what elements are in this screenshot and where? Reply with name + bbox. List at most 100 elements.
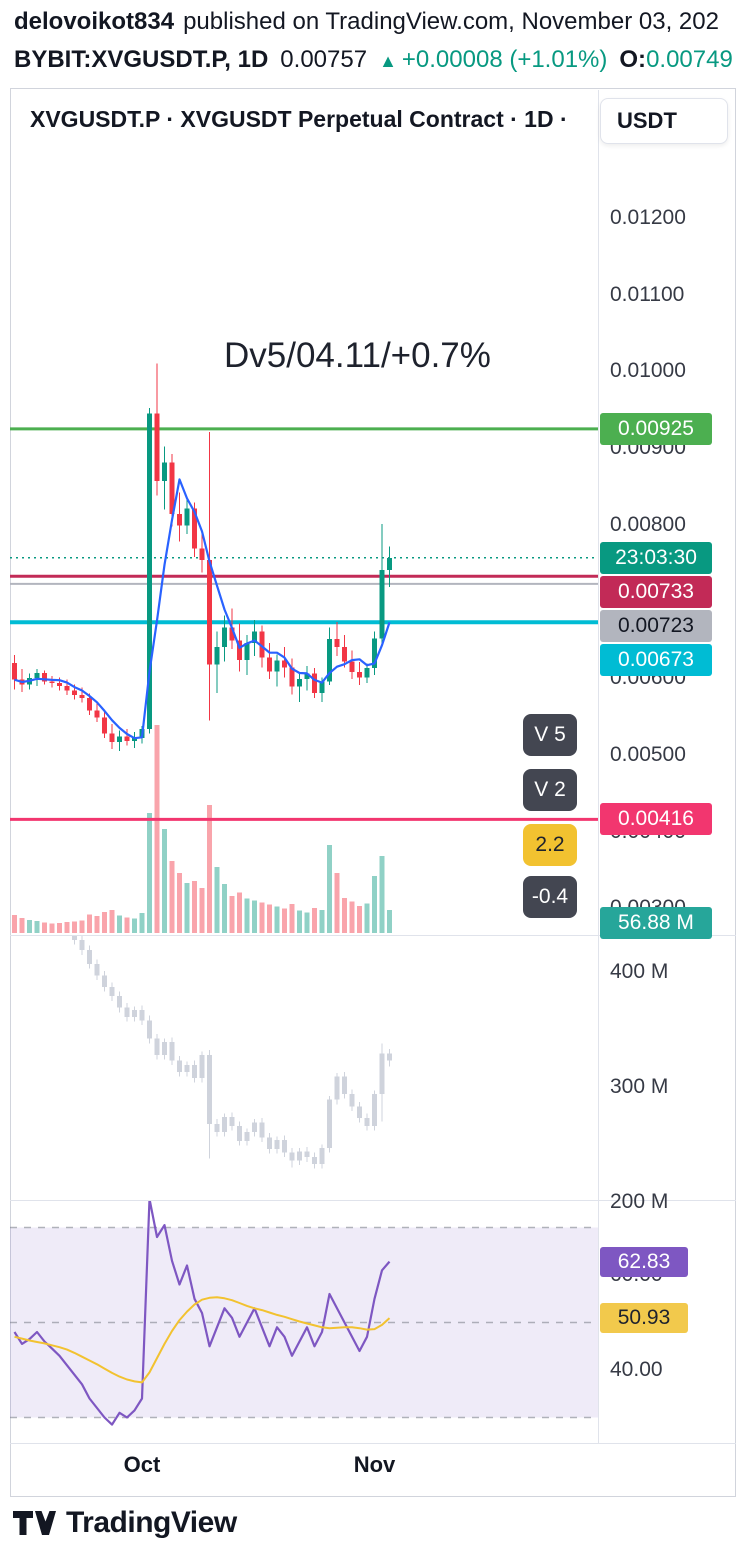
oi-candle-body [222, 1116, 227, 1132]
candle-body [94, 710, 100, 718]
oi-candle-body [237, 1126, 242, 1142]
volume-bar [319, 910, 325, 933]
volume-bar [42, 922, 47, 933]
oi-axis-label: 400 M [610, 960, 669, 983]
candle-body [49, 681, 55, 683]
candle-body [304, 673, 310, 679]
candle-body [327, 639, 332, 682]
oi-candle-body [282, 1139, 287, 1153]
open-value: 0.00749 [646, 46, 733, 73]
oi-axis-label: 200 M [610, 1190, 669, 1213]
oi-axis-label: 300 M [610, 1075, 669, 1098]
chart-frame [10, 88, 736, 1497]
oi-candle-body [132, 1009, 137, 1017]
up-arrow-icon: ▲ [379, 51, 397, 71]
oi-candle-body [252, 1122, 257, 1132]
volume-bar [229, 896, 235, 933]
oi-candle-body [349, 1093, 355, 1107]
volume-bar [79, 920, 85, 933]
volume-bar [177, 873, 182, 933]
username: delovoikot834 [14, 8, 175, 35]
oi-candle-body [372, 1093, 377, 1127]
price-level-badge-0.00925: 0.00925 [600, 412, 712, 445]
oi-candle-body [87, 950, 92, 964]
pane-separator[interactable] [10, 1200, 736, 1201]
oi-candle-body [124, 1007, 130, 1017]
candle-body [132, 738, 137, 742]
volume-bar [342, 897, 347, 933]
volume-bar [207, 805, 212, 933]
open-group: O: 0.00749 [619, 46, 732, 74]
candle-body [177, 514, 182, 526]
volume-bar [334, 873, 340, 933]
currency-button[interactable]: USDT [600, 98, 728, 144]
candle-body [154, 413, 160, 482]
candle-body [282, 660, 287, 668]
oi-candle-body [297, 1151, 302, 1161]
volume-bar [327, 845, 332, 933]
time-axis-label-Nov: Nov [353, 1452, 396, 1477]
oi-candle-body [139, 1009, 145, 1021]
oi-candle-body [342, 1076, 347, 1094]
candle-body [349, 661, 355, 673]
chart-annotation-text[interactable]: Dv5/04.11/+0.7% [224, 336, 491, 375]
candle-body [87, 698, 92, 711]
volume-bar [102, 912, 107, 933]
indicator-value-badge: V 2 [523, 769, 577, 811]
volume-bar [34, 921, 40, 933]
tradingview-logo-link[interactable]: TradingView [12, 1506, 237, 1540]
symbol-quote-line: BYBIT:XVGUSDT.P, 1D 0.00757 ▲ +0.00008 (… [14, 46, 733, 74]
candle-body [184, 508, 190, 526]
rsi-pane-canvas[interactable] [10, 1200, 598, 1443]
volume-bar [372, 876, 377, 933]
candle-body [207, 560, 212, 665]
oi-candle-body [364, 1118, 370, 1127]
candle-body [12, 662, 17, 680]
candle-body [252, 631, 257, 643]
candle-body [109, 733, 115, 742]
chart-title: XVGUSDT.P · XVGUSDT Perpetual Contract ·… [30, 106, 568, 132]
price-pane-canvas[interactable] [10, 90, 598, 935]
rsi-series-line [14, 1296, 391, 1384]
candle-body [162, 462, 167, 482]
volume-bar [19, 917, 25, 933]
open-interest-pane-canvas[interactable] [10, 935, 598, 1200]
oi-candle-body [334, 1076, 340, 1100]
open-label: O: [619, 46, 647, 73]
published-text: published on TradingView.com, November 0… [183, 8, 719, 35]
oi-candle-body [289, 1152, 295, 1161]
candle-body [237, 640, 242, 660]
pane-separator[interactable] [10, 935, 736, 936]
oi-candle-body [229, 1116, 235, 1127]
volume-bar [154, 725, 160, 933]
candle-body [214, 646, 220, 665]
price-axis-label: 0.01100 [610, 282, 685, 306]
candle-body [72, 690, 77, 696]
oi-candle-body [72, 935, 77, 940]
volume-bar [267, 904, 272, 933]
oi-candle-body [304, 1151, 310, 1158]
volume-bars [12, 725, 392, 933]
oi-candle-body [147, 1020, 152, 1039]
candle-body [42, 672, 47, 682]
oi-candle-body [117, 996, 122, 1008]
volume-bar [132, 918, 137, 933]
price-axis-separator [598, 90, 599, 1443]
candle-body [267, 657, 272, 672]
volume-bar [349, 901, 355, 933]
oi-candle-body [154, 1038, 160, 1055]
price-level-badge-0.00673: 0.00673 [600, 643, 712, 676]
candle-body [319, 681, 325, 693]
oi-candle-body [319, 1147, 325, 1165]
volume-bar [57, 923, 62, 933]
candle-body [357, 672, 362, 678]
volume-bar [282, 908, 287, 933]
countdown-badge: 23:03:30 [600, 541, 712, 574]
candle-body [289, 667, 295, 687]
volume-bar [184, 883, 190, 933]
candles [12, 363, 392, 752]
volume-bar [274, 906, 280, 933]
volume-bar [252, 900, 257, 933]
price-level-badge-0.00723: 0.00723 [600, 609, 712, 642]
